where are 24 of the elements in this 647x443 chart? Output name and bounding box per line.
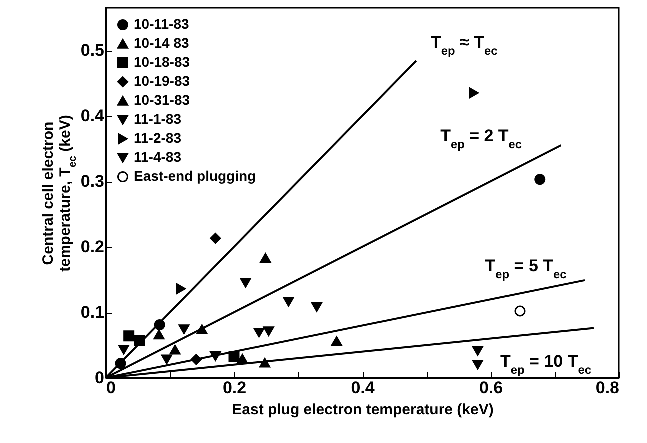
x-axis-title: East plug electron temperature (keV) [232, 402, 494, 418]
legend-label: 10-18-83 [134, 54, 190, 70]
y-tick-label: 0.1 [80, 303, 104, 322]
legend-label: 11-2-83 [134, 130, 182, 146]
y-tick-label: 0.2 [80, 238, 104, 257]
y-tick-label: 0.4 [80, 106, 106, 126]
annotation: T$_{ep}$ = 2 T$_{ec}$ [440, 126, 522, 152]
x-tick-label: 0.4 [351, 378, 376, 398]
legend-label: 10-11-83 [134, 16, 190, 32]
x-tick-label: 0.8 [596, 378, 620, 398]
annotation: T$_{ep}$ ≈ T$_{ec}$ [431, 33, 498, 58]
annotation: T$_{ep}$ = 5 T$_{ec}$ [485, 256, 568, 282]
legend-label: 10-19-83 [134, 73, 190, 89]
y-tick-label: 0.5 [80, 41, 104, 60]
y-tick-label: 0.3 [80, 172, 104, 192]
x-tick-label: 0 [106, 378, 116, 398]
legend-label: 11-4-83 [134, 149, 182, 165]
annotation: T$_{ep}$ = 10 T$_{ec}$ [500, 352, 592, 378]
legend-label: East-end plugging [134, 168, 256, 184]
legend-label: 10-31-83 [134, 92, 190, 108]
legend-label: 10-14 83 [134, 35, 190, 51]
x-tick-label: 0.2 [222, 378, 247, 398]
legend-label: 11-1-83 [134, 111, 182, 127]
x-tick-label: 0.6 [479, 378, 504, 398]
